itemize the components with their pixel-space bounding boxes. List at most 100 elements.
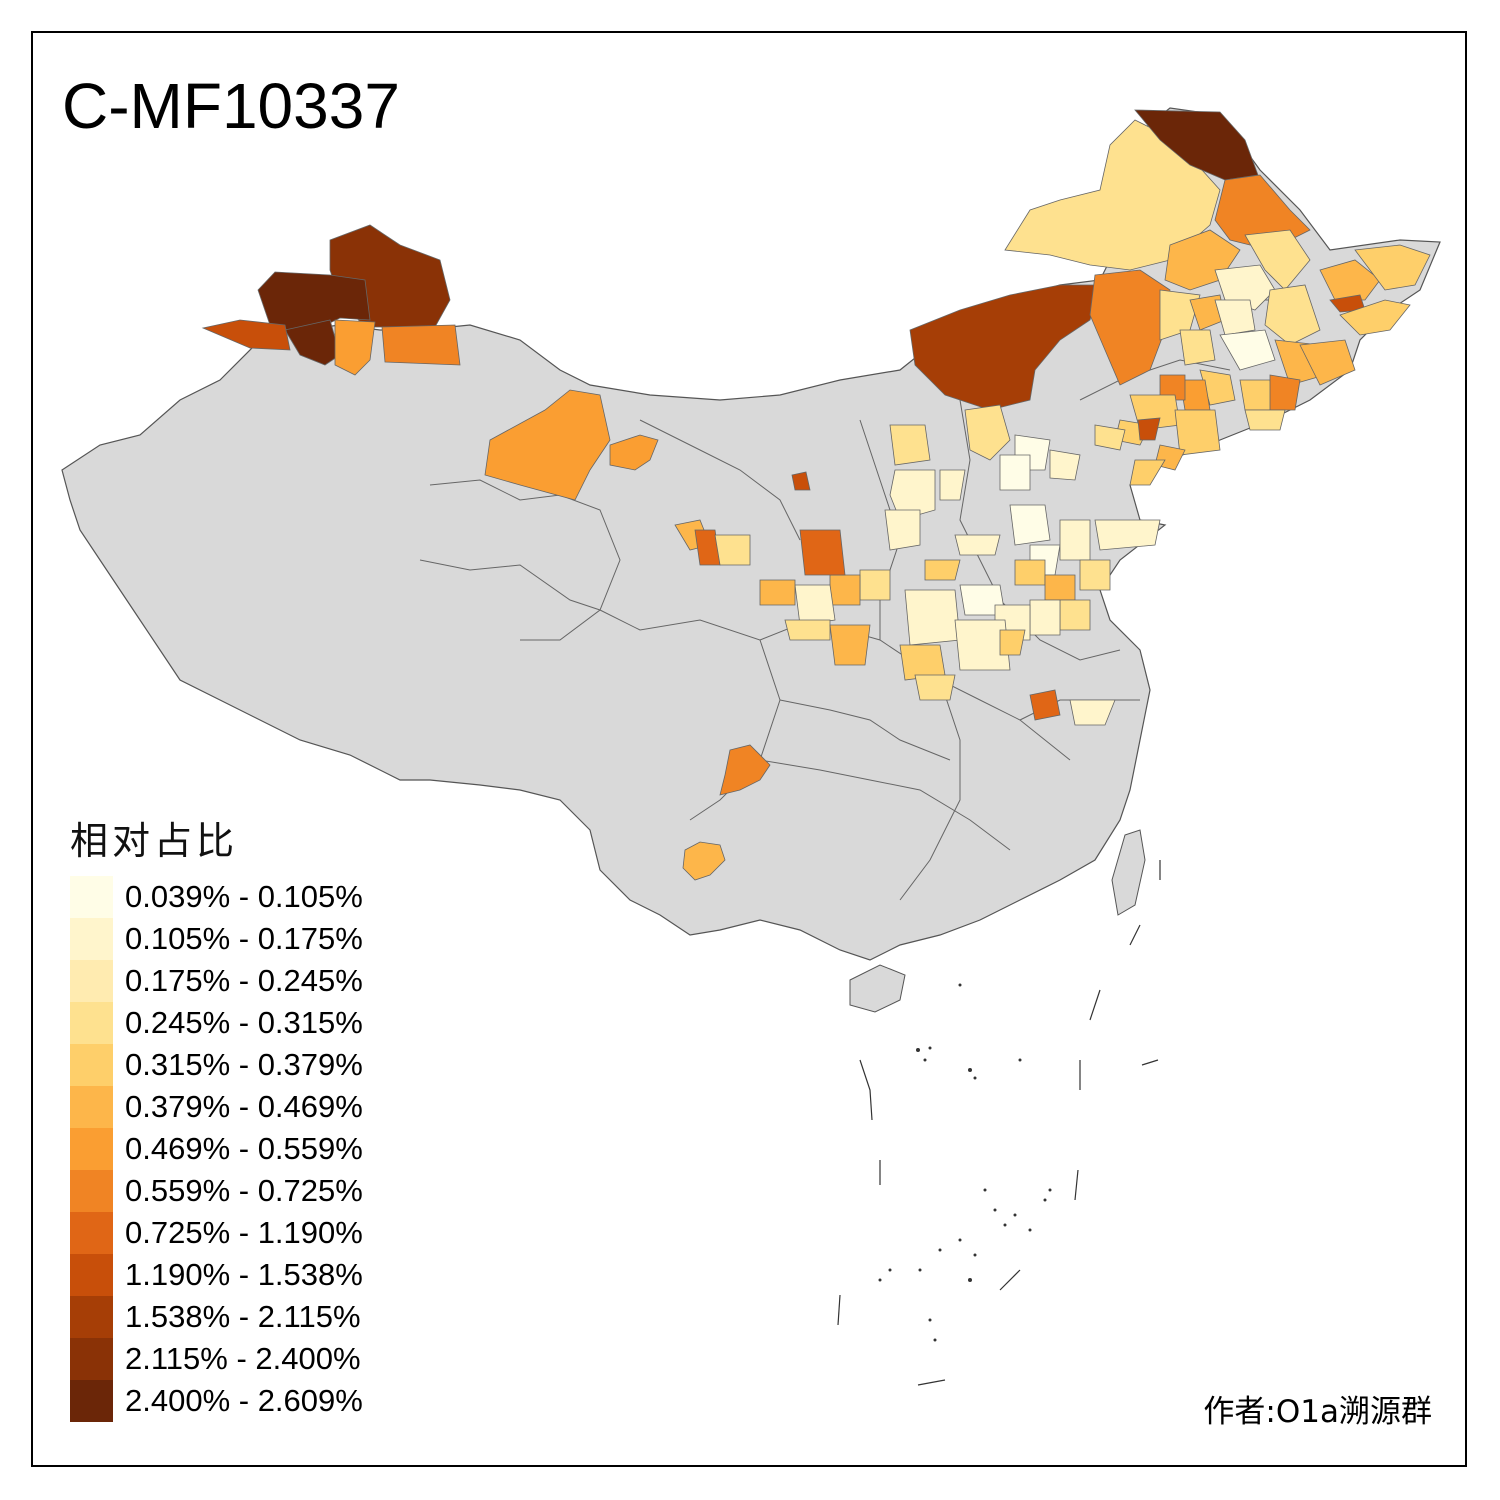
region-haibei: [609, 434, 659, 471]
region-dandong: [1244, 409, 1286, 431]
legend-swatch: [70, 1044, 113, 1086]
legend-label: 0.469% - 0.559%: [125, 1131, 363, 1166]
region-karamay: [284, 319, 341, 366]
region-hanzhong: [829, 624, 871, 666]
legend-label: 0.039% - 0.105%: [125, 879, 363, 914]
region-jinan: [1094, 519, 1161, 551]
region-chifeng: [1089, 269, 1171, 386]
region-harbin: [1264, 284, 1321, 346]
map-title: C-MF10337: [62, 70, 400, 142]
legend-item: 0.559% - 0.725%: [70, 1170, 363, 1212]
island-dots: [878, 983, 1052, 1342]
region-dezhou: [1059, 519, 1091, 561]
legend: 相对占比 0.039% - 0.105% 0.105% - 0.175% 0.175…: [70, 818, 363, 1422]
legend-item: 2.115% - 2.400%: [70, 1338, 363, 1380]
legend-swatch: [70, 1170, 113, 1212]
legend-swatch: [70, 1254, 113, 1296]
taiwan-island: [1111, 829, 1146, 916]
region-lanzhou: [714, 534, 751, 566]
region-weifang: [1079, 559, 1111, 591]
legend-swatch: [70, 918, 113, 960]
region-taiyuan: [939, 469, 966, 501]
legend-label: 0.559% - 0.725%: [125, 1173, 363, 1208]
legend-item: 2.400% - 2.609%: [70, 1380, 363, 1422]
region-jiamusi: [1319, 259, 1381, 301]
legend-swatch: [70, 960, 113, 1002]
legend-swatch: [70, 1128, 113, 1170]
region-linyi: [1059, 599, 1091, 631]
legend-label: 0.105% - 0.175%: [125, 921, 363, 956]
region-mudanjiang: [1339, 299, 1411, 336]
region-siping: [1179, 329, 1216, 366]
legend-item: 0.379% - 0.469%: [70, 1086, 363, 1128]
region-chaoyang: [1137, 417, 1161, 441]
region-shijiazhuang: [1009, 504, 1051, 546]
legend-label: 2.115% - 2.400%: [125, 1341, 361, 1376]
region-longnan: [784, 619, 831, 641]
legend-label: 1.190% - 1.538%: [125, 1257, 363, 1292]
region-zhoukou: [999, 629, 1026, 656]
region-changji: [334, 319, 376, 376]
region-heze: [1044, 574, 1076, 601]
region-qinhuangdao: [1094, 424, 1126, 451]
region-dalian: [1129, 459, 1166, 486]
legend-item: 0.039% - 0.105%: [70, 876, 363, 918]
region-suihua: [1244, 229, 1311, 291]
region-jixi: [1354, 244, 1431, 291]
legend-label: 0.725% - 1.190%: [125, 1215, 363, 1250]
region-hefei: [1029, 689, 1061, 721]
region-yulin: [884, 509, 921, 551]
region-xilingol: [909, 284, 1101, 411]
hainan-island: [849, 964, 906, 1013]
legend-swatch: [70, 1338, 113, 1380]
region-baotou: [889, 424, 931, 466]
legend-label: 1.538% - 2.115%: [125, 1299, 361, 1334]
legend-item: 0.105% - 0.175%: [70, 918, 363, 960]
region-daqing: [1214, 264, 1276, 311]
legend-swatch: [70, 1086, 113, 1128]
legend-swatch: [70, 1296, 113, 1338]
region-kunming: [682, 841, 726, 881]
region-tianshui: [759, 579, 796, 606]
legend-title: 相对占比: [70, 819, 239, 863]
region-liaocheng: [1014, 559, 1046, 586]
region-haixi: [484, 389, 611, 501]
region-zhangjiakou: [964, 404, 1011, 461]
legend-item: 0.469% - 0.559%: [70, 1128, 363, 1170]
legend-swatch: [70, 1002, 113, 1044]
region-xianyang: [829, 574, 861, 606]
region-xuzhou: [1029, 599, 1061, 636]
region-nanjing: [1069, 699, 1116, 726]
region-wuhai: [791, 471, 811, 491]
region-yanan: [799, 529, 846, 576]
region-luoyang: [904, 589, 961, 646]
legend-label: 0.379% - 0.469%: [125, 1089, 363, 1124]
region-beijing: [999, 454, 1031, 491]
region-tonghua: [1269, 374, 1301, 411]
legend-item: 0.725% - 1.190%: [70, 1212, 363, 1254]
legend-label: 0.315% - 0.379%: [125, 1047, 363, 1082]
region-hami-north: [381, 324, 461, 366]
legend-item: 0.175% - 0.245%: [70, 960, 363, 1002]
legend-swatch: [70, 1380, 113, 1422]
legend-label: 0.175% - 0.245%: [125, 963, 363, 998]
legend-swatch: [70, 1212, 113, 1254]
legend-item: 0.245% - 0.315%: [70, 1002, 363, 1044]
region-yanbian: [1299, 339, 1356, 386]
legend-item: 1.190% - 1.538%: [70, 1254, 363, 1296]
region-baoji: [794, 584, 836, 626]
south-sea-islands: [837, 860, 1161, 1386]
region-xinzhou: [954, 534, 1001, 556]
author-credit: 作者:O1a溯源群: [1203, 1394, 1432, 1430]
data-regions: [201, 109, 1431, 881]
legend-swatch: [70, 876, 113, 918]
region-songyuan: [1214, 299, 1256, 336]
legend-label: 2.400% - 2.609%: [125, 1383, 363, 1418]
region-changchun: [1219, 329, 1276, 371]
legend-label: 0.245% - 0.315%: [125, 1005, 363, 1040]
region-xiangyang: [914, 674, 956, 701]
region-tangshan: [1049, 449, 1081, 481]
region-nanyang: [954, 619, 1011, 671]
region-bortala: [201, 319, 291, 351]
